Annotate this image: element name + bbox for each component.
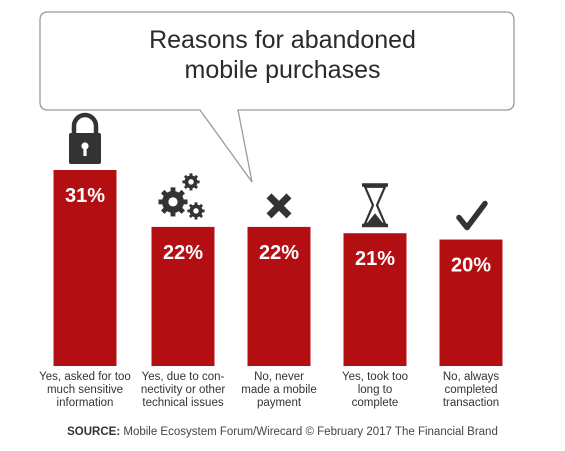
source-text: Mobile Ecosystem Forum/Wirecard © Februa… [123, 426, 498, 438]
gears-icon [158, 173, 205, 220]
bar-3 [247, 226, 311, 366]
bar-2 [151, 226, 215, 366]
category-label-4: Yes, took too long to complete [341, 371, 409, 409]
category-label-5: No, always completed transaction [442, 371, 500, 409]
lock-icon [69, 112, 101, 164]
data-label-4: 21% [355, 248, 395, 270]
bar-5 [439, 239, 503, 366]
source-prefix: SOURCE: [67, 426, 121, 438]
source-line: SOURCE: Mobile Ecosystem Forum/Wirecard … [0, 426, 565, 438]
hourglass-icon [362, 183, 388, 228]
data-label-2: 22% [163, 242, 203, 264]
checkmark-icon [456, 200, 488, 231]
chart-title: Reasons for abandoned mobile purchases [149, 26, 416, 84]
category-label-3: No, never made a mobile payment [241, 371, 317, 409]
data-label-5: 20% [451, 255, 491, 277]
category-label-2: Yes, due to con- nectivity or other tech… [140, 371, 226, 409]
title-speech-bubble [39, 11, 515, 183]
bar-1 [53, 170, 117, 366]
data-label-3: 22% [259, 242, 299, 264]
data-label-1: 31% [65, 185, 105, 207]
x-icon [266, 193, 292, 219]
bar-4 [343, 233, 407, 366]
category-label-1: Yes, asked for too much sensitive inform… [39, 371, 131, 409]
